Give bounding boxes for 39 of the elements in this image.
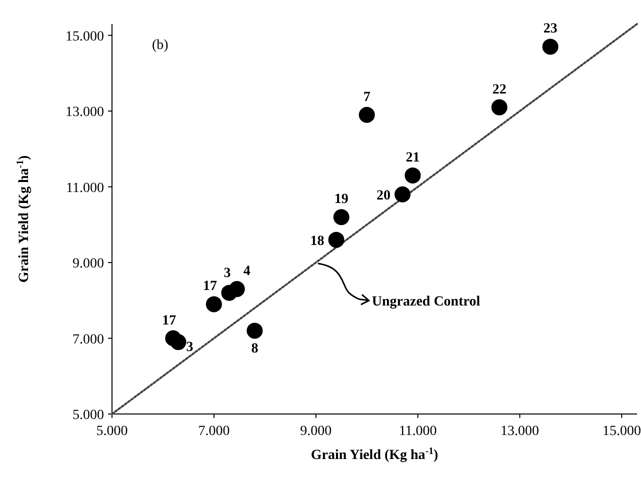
point (542, 38, 558, 55)
annotation: 23 (543, 22, 558, 37)
y-tick-label: 11.000 (66, 180, 104, 196)
point (333, 209, 350, 226)
annotation: 3 (186, 340, 194, 356)
point (491, 99, 508, 116)
point (206, 296, 222, 312)
x-tick-label: 15.000 (602, 424, 641, 439)
annotation: 17 (202, 279, 217, 294)
x-tick-label: 13.000 (500, 424, 540, 439)
x-tick-label: 5.000 (96, 424, 128, 439)
annotation: 18 (310, 234, 324, 249)
y-tick-label: 5.000 (72, 408, 104, 423)
x-tick-label: 11.000 (398, 424, 437, 439)
point (328, 232, 344, 248)
annotation: 17 (162, 313, 176, 328)
annotation: 3 (224, 266, 231, 281)
x-tick-label: 9.000 (300, 424, 332, 439)
y-tick-label: 15.000 (66, 29, 104, 44)
annotation: 22 (492, 82, 506, 98)
x-axis-title: Grain Yield (Kg ha$^{-1}$) (310, 446, 438, 463)
annotation: 21 (406, 150, 420, 166)
annotation: 8 (251, 342, 258, 357)
y-tick-label: 9.000 (72, 256, 104, 272)
y-tick-label: 13.000 (66, 105, 104, 120)
annotation: 19 (334, 192, 348, 208)
point (228, 281, 245, 298)
y-tick-label: 7.000 (72, 332, 104, 348)
annotation: Ungrazed Control (372, 294, 480, 310)
point (394, 186, 411, 202)
x-tick-label: 7.000 (198, 424, 230, 439)
annotation: 20 (376, 188, 391, 204)
point (246, 322, 263, 339)
point (358, 106, 375, 123)
annotation: (b) (152, 38, 169, 53)
point (170, 334, 186, 350)
annotation: 4 (243, 264, 250, 280)
point (404, 167, 421, 184)
annotation: 7 (363, 90, 370, 105)
